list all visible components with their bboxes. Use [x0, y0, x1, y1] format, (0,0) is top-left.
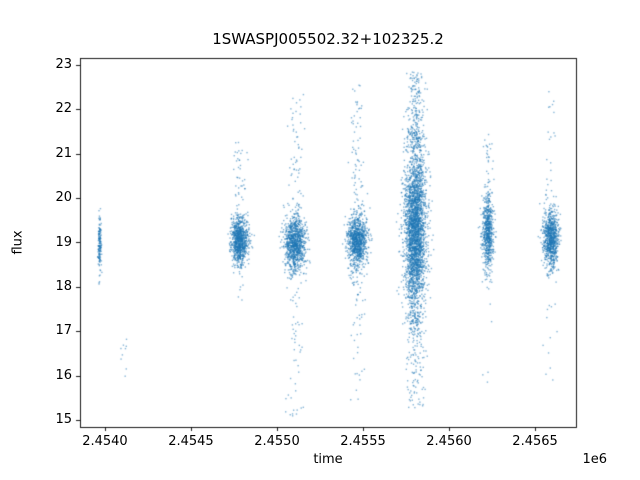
chart-title: 1SWASPJ005502.32+102325.2	[212, 30, 444, 48]
y-tick-label: 22	[55, 101, 72, 117]
y-tick-label: 18	[55, 278, 72, 294]
y-tick-label: 16	[55, 367, 72, 383]
y-tick-label: 20	[55, 190, 72, 206]
x-tick-label: 2.4565	[512, 434, 558, 449]
x-axis-label: time	[313, 452, 343, 467]
x-tick-label: 2.4540	[82, 434, 128, 449]
x-tick-label: 2.4545	[168, 434, 214, 449]
y-axis-label: flux	[10, 230, 26, 255]
y-tick-label: 21	[55, 145, 72, 161]
y-tick-label: 17	[55, 323, 72, 339]
x-tick-label: 2.4555	[340, 434, 386, 449]
x-tick-label: 2.4560	[426, 434, 472, 449]
y-tick-label: 23	[55, 56, 72, 72]
x-offset-label: 1e6	[582, 452, 607, 467]
y-tick-label: 19	[55, 234, 72, 250]
x-tick-label: 2.4550	[254, 434, 300, 449]
y-tick-label: 15	[55, 412, 72, 428]
